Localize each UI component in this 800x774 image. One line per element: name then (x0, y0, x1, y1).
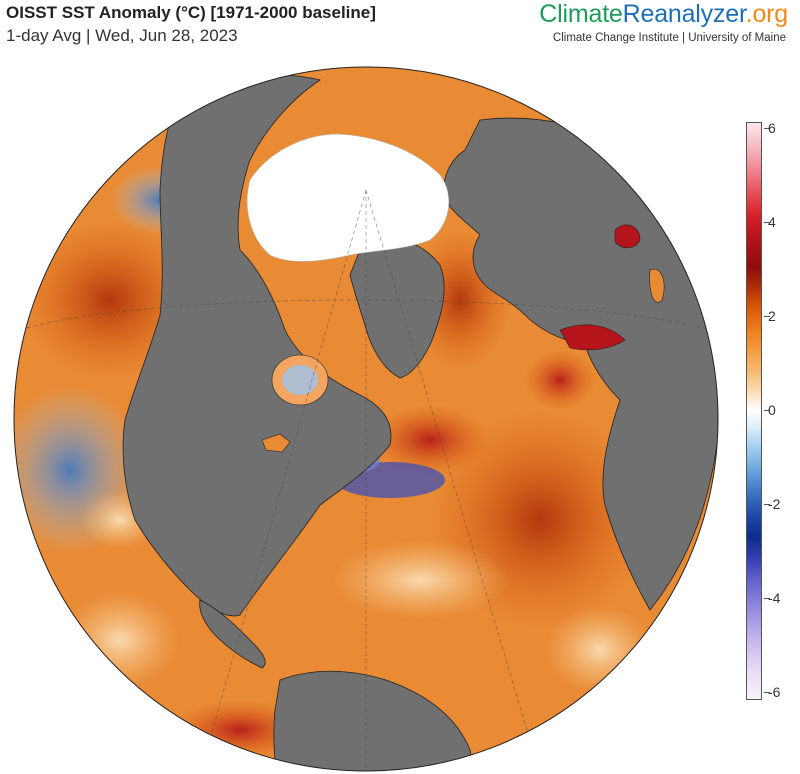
brand-logo-part2: Reanalyzer (622, 0, 746, 28)
anomaly-colorbar (746, 122, 762, 700)
brand-logo-part1: Climate (539, 0, 623, 28)
colorbar-tick-mark (764, 410, 770, 411)
colorbar-tick-label: -4 (768, 590, 781, 606)
colorbar-tick-mark (764, 692, 770, 693)
brand-logo-part3: .org (745, 0, 788, 28)
graticule-lines (19, 189, 713, 771)
colorbar-tick-mark (764, 128, 770, 129)
colorbar-tick-label: -2 (768, 496, 781, 512)
central-america-landmass (199, 599, 266, 669)
greenland-landmass (349, 239, 445, 379)
north-america-landmass (122, 74, 392, 617)
black-sea (614, 224, 641, 249)
brand-logo[interactable]: ClimateReanalyzer.org (539, 0, 788, 29)
colorbar-tick-mark (764, 598, 770, 599)
colorbar-tick-label: 6 (768, 120, 776, 136)
colorbar-tick-label: -6 (768, 684, 781, 700)
colorbar-tick-label: 2 (768, 308, 776, 324)
eurasia-africa-landmass (443, 117, 718, 611)
brand-subtitle: Climate Change Institute | University of… (552, 32, 786, 44)
colorbar-tick-mark (764, 504, 770, 505)
mediterranean-sea (559, 324, 626, 351)
globe-outline (13, 66, 719, 772)
chart-title: OISST SST Anomaly (°C) [1971-2000 baseli… (6, 3, 376, 22)
colorbar-tick-mark (764, 316, 770, 317)
colorbar-tick-label: 4 (768, 214, 776, 230)
great-lakes (261, 433, 291, 453)
colorbar-tick-label: 0 (768, 402, 776, 418)
colorbar-tick-mark (764, 222, 770, 223)
caspian-sea (649, 268, 665, 303)
chart-subtitle: 1-day Avg | Wed, Jun 28, 2023 (6, 26, 238, 45)
arctic-sea-ice (246, 133, 449, 262)
